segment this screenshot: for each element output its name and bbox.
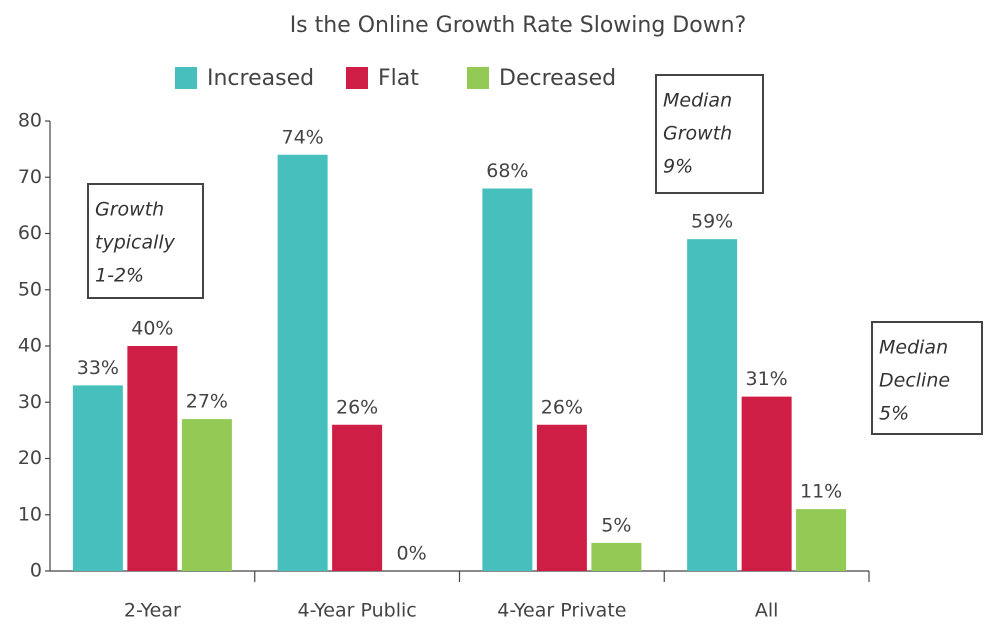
- y-tick-label: 10: [18, 503, 42, 525]
- legend-swatch: [175, 67, 197, 89]
- y-tick-label: 0: [30, 560, 42, 582]
- annotation-text: Median: [879, 337, 948, 359]
- bar: [181, 419, 232, 571]
- y-tick-label: 40: [18, 335, 42, 357]
- value-label: 0%: [397, 543, 427, 565]
- y-tick-label: 30: [18, 391, 42, 413]
- value-label: 59%: [691, 211, 733, 233]
- bar: [482, 188, 533, 571]
- bar: [536, 424, 587, 571]
- x-tick-label: 4-Year Private: [497, 600, 626, 622]
- value-label: 68%: [486, 160, 528, 182]
- value-label: 5%: [601, 514, 631, 536]
- legend-label: Increased: [207, 66, 314, 91]
- bar: [591, 542, 642, 571]
- value-label: 40%: [131, 318, 173, 340]
- x-tick-label: 4-Year Public: [298, 600, 417, 622]
- y-tick-label: 20: [18, 447, 42, 469]
- y-tick-label: 60: [18, 222, 42, 244]
- bar: [332, 424, 383, 571]
- bar: [72, 385, 123, 571]
- annotation-text: 9%: [663, 156, 693, 178]
- annotation-text: 5%: [879, 403, 909, 425]
- value-label: 74%: [282, 126, 324, 148]
- value-label: 11%: [800, 481, 842, 503]
- annotation-text: Growth: [663, 123, 732, 145]
- legend-label: Decreased: [499, 66, 616, 91]
- x-tick-label: 2-Year: [124, 600, 181, 622]
- legend-swatch: [467, 67, 489, 89]
- annotation-box: [87, 183, 204, 299]
- annotation-text: Median: [663, 90, 732, 112]
- y-tick-label: 80: [18, 110, 42, 132]
- value-label: 26%: [541, 396, 583, 418]
- x-tick-label: All: [755, 600, 779, 622]
- value-label: 33%: [77, 357, 119, 379]
- annotation-text: Growth: [95, 199, 164, 221]
- bar: [741, 396, 792, 571]
- bar: [127, 346, 178, 571]
- annotation-text: 1-2%: [95, 265, 144, 287]
- bar: [277, 154, 328, 571]
- legend-swatch: [346, 67, 368, 89]
- bar: [796, 509, 847, 571]
- legend-label: Flat: [378, 66, 419, 91]
- annotation-box: [871, 321, 983, 435]
- y-tick-label: 70: [18, 166, 42, 188]
- y-tick-label: 50: [18, 278, 42, 300]
- value-label: 27%: [186, 391, 228, 413]
- annotation-text: typically: [95, 232, 176, 254]
- value-label: 26%: [336, 396, 378, 418]
- annotation-box: [655, 74, 764, 194]
- chart-title: Is the Online Growth Rate Slowing Down?: [290, 13, 747, 38]
- value-label: 31%: [746, 368, 788, 390]
- annotation-text: Decline: [879, 370, 950, 392]
- bar: [687, 239, 738, 571]
